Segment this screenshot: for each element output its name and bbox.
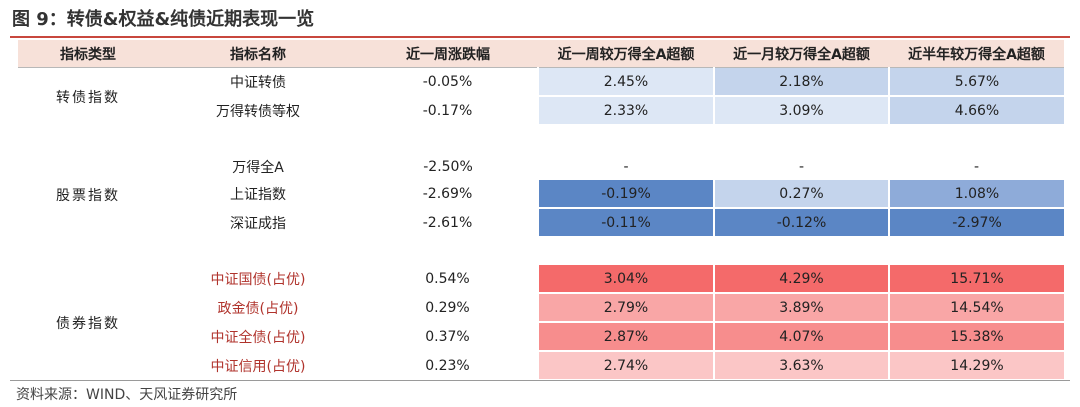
- row-name: 中证国债(占优): [210, 272, 306, 288]
- header-month-excess: 近一月较万得全A超额: [714, 40, 889, 68]
- row-week-change: -0.17%: [422, 102, 473, 119]
- cell-week-excess: 2.45%: [537, 67, 714, 97]
- table-row: 深证成指 -2.61% -0.11% -0.12% -2.97%: [18, 208, 1064, 238]
- cell-week-excess: 3.04%: [537, 265, 714, 294]
- row-name: 万得转债等权: [216, 103, 300, 120]
- row-name: 中证转债: [230, 75, 286, 91]
- row-week-change: -2.69%: [422, 186, 473, 202]
- cell-halfyear-excess: 15.71%: [888, 265, 1064, 294]
- table-row: 债券指数 中证国债(占优) 0.54% 3.04% 4.29% 15.71%: [18, 265, 1064, 332]
- cell-month-excess: 3.89%: [713, 293, 889, 323]
- table-row: 万得转债等权 -0.17% 2.33% 3.09% 4.66%: [18, 96, 1064, 126]
- cell-month-excess: 3.63%: [713, 351, 889, 381]
- cell-month-excess: -: [798, 158, 805, 175]
- cell-halfyear-excess: 14.54%: [888, 293, 1064, 323]
- source-note: 资料来源：WIND、天风证券研究所: [16, 387, 238, 403]
- header-row: 指标类型 指标名称 近一周涨跌幅 近一周较万得全A超额 近一月较万得全A超额 近…: [18, 40, 1064, 68]
- header-week-change: 近一周涨跌幅: [358, 40, 538, 68]
- cell-halfyear-excess: -: [973, 158, 980, 175]
- cell-week-excess: -0.19%: [537, 180, 714, 209]
- spacer-row: [18, 237, 1064, 265]
- cell-halfyear-excess: 14.29%: [888, 351, 1064, 381]
- cell-month-excess: 2.18%: [713, 67, 889, 97]
- cell-month-excess: -0.12%: [713, 208, 889, 238]
- cell-month-excess: 3.09%: [713, 96, 889, 126]
- row-week-change: -2.61%: [422, 214, 473, 231]
- cell-halfyear-excess: 4.66%: [888, 96, 1064, 126]
- cell-halfyear-excess: 5.67%: [888, 67, 1064, 97]
- group-label-equity: 股票指数: [56, 188, 120, 204]
- cell-week-excess: 2.79%: [537, 293, 714, 323]
- table-row: 股票指数 万得全A -2.50% - - -: [18, 153, 1064, 205]
- group-label-bond: 债券指数: [56, 315, 120, 332]
- row-week-change: 0.23%: [425, 357, 470, 374]
- cell-week-excess: -: [623, 158, 629, 175]
- row-week-change: 0.54%: [425, 271, 470, 287]
- cell-month-excess: 0.27%: [713, 180, 889, 209]
- row-name: 中证信用(占优): [210, 358, 306, 375]
- row-name: 政金债(占优): [217, 300, 299, 317]
- row-week-change: -0.05%: [422, 74, 473, 90]
- header-indicator-name: 指标名称: [158, 40, 358, 68]
- cell-halfyear-excess: 1.08%: [888, 180, 1064, 209]
- cell-halfyear-excess: 15.38%: [888, 322, 1064, 352]
- cell-week-excess: -0.11%: [537, 208, 714, 238]
- cell-week-excess: 2.87%: [537, 322, 714, 352]
- title-divider: [10, 36, 1070, 38]
- row-name: 中证全债(占优): [210, 329, 306, 346]
- table-row: 政金债(占优) 0.29% 2.79% 3.89% 14.54%: [18, 293, 1064, 323]
- row-name: 上证指数: [230, 187, 286, 203]
- cell-month-excess: 4.29%: [713, 265, 889, 294]
- table-row: 转债指数 中证转债 -0.05% 2.45% 2.18% 5.67%: [18, 67, 1064, 106]
- row-week-change: 0.29%: [425, 299, 470, 316]
- table-row: 上证指数 -2.69% -0.19% 0.27% 1.08%: [18, 180, 1064, 209]
- cell-month-excess: 4.07%: [713, 322, 889, 352]
- row-week-change: 0.37%: [425, 328, 470, 345]
- row-name: 万得全A: [232, 159, 284, 176]
- row-week-change: -2.50%: [423, 158, 473, 175]
- header-indicator-type: 指标类型: [18, 40, 158, 68]
- performance-table: 指标类型 指标名称 近一周涨跌幅 近一周较万得全A超额 近一月较万得全A超额 近…: [18, 40, 1064, 381]
- footer-divider: [10, 380, 1070, 381]
- figure-title: 图 9：转债&权益&纯债近期表现一览: [12, 9, 315, 30]
- table-row: 中证全债(占优) 0.37% 2.87% 4.07% 15.38%: [18, 322, 1064, 352]
- cell-week-excess: 2.74%: [537, 351, 714, 381]
- table-row: 中证信用(占优) 0.23% 2.74% 3.63% 14.29%: [18, 351, 1064, 381]
- row-name: 深证成指: [230, 215, 286, 232]
- header-week-excess: 近一周较万得全A超额: [538, 40, 714, 68]
- cell-week-excess: 2.33%: [537, 96, 714, 126]
- cell-halfyear-excess: -2.97%: [888, 208, 1064, 238]
- group-label-convertible: 转债指数: [56, 89, 120, 106]
- header-halfyear-excess: 近半年较万得全A超额: [889, 40, 1064, 68]
- spacer-row: [18, 125, 1064, 153]
